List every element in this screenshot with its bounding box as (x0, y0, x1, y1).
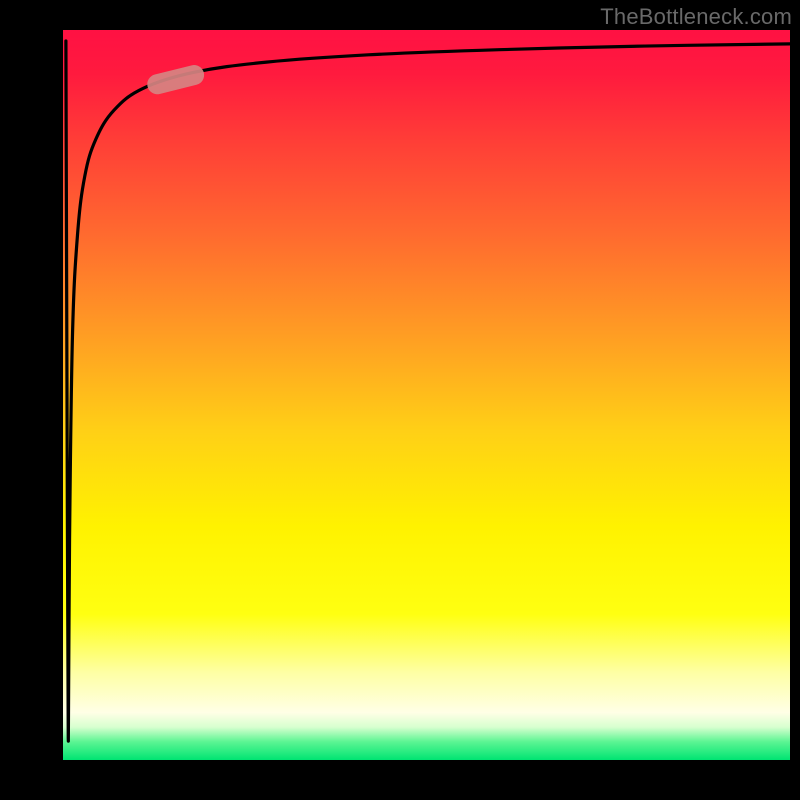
chart-stage: TheBottleneck.com (0, 0, 800, 800)
watermark-text: TheBottleneck.com (600, 4, 792, 30)
plot-background (63, 30, 790, 760)
chart-svg (0, 0, 800, 800)
